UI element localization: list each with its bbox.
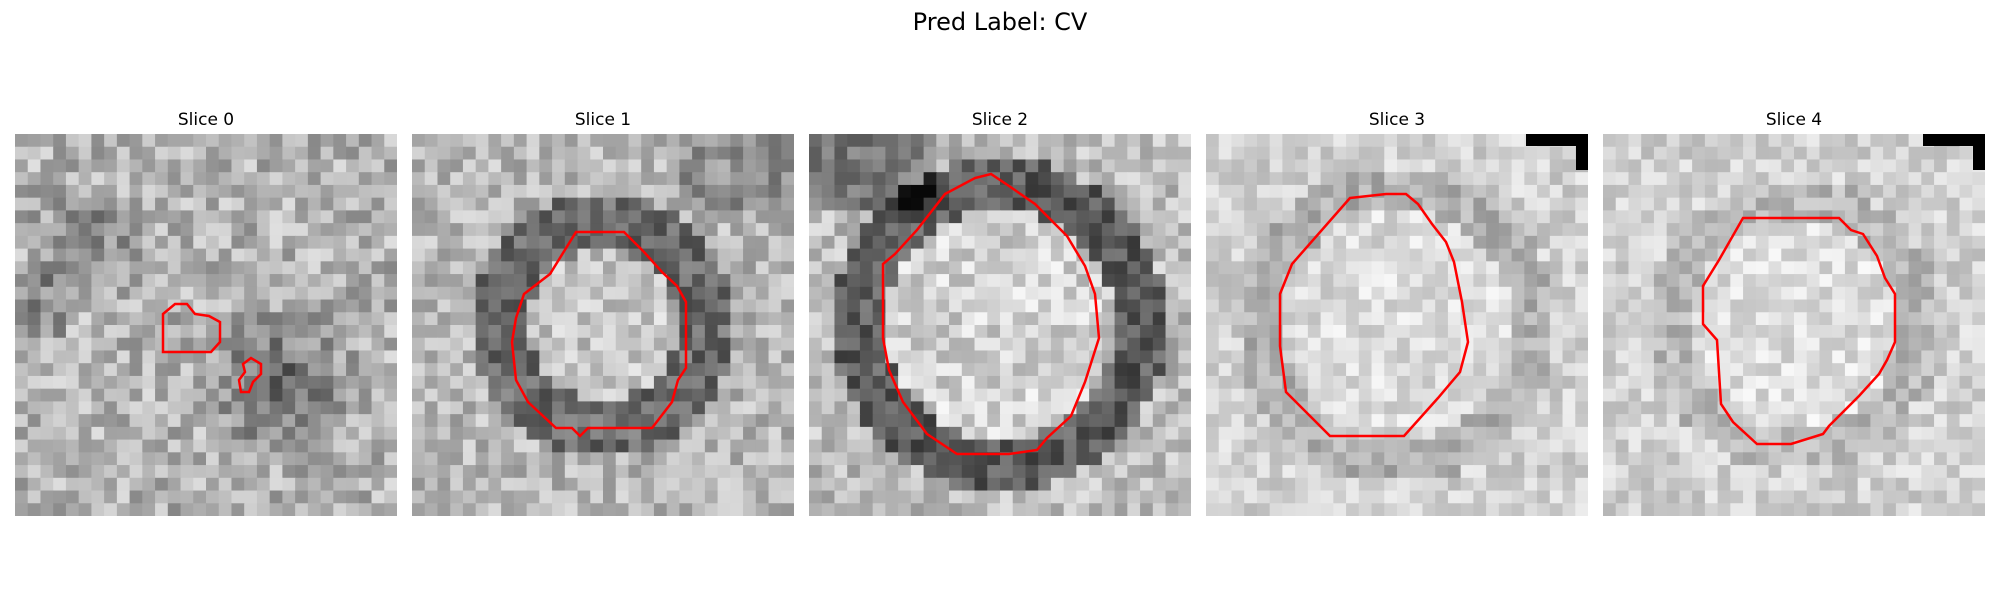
segmentation-contour (1701, 216, 1897, 446)
slice-image-2 (809, 134, 1191, 516)
slice-panel-2: Slice 2 (809, 110, 1191, 516)
slice-title-3: Slice 3 (1368, 110, 1426, 130)
slice-pixels-1 (412, 134, 794, 516)
segmentation-contour (510, 230, 688, 438)
slice-pixels-4 (1603, 134, 1985, 516)
slice-title-2: Slice 2 (971, 110, 1029, 130)
slice-image-4 (1603, 134, 1985, 516)
slice-panel-1: Slice 1 (412, 110, 794, 516)
segmentation-contour (1278, 192, 1470, 438)
slice-title-1: Slice 1 (574, 110, 632, 130)
figure-title: Pred Label: CV (912, 8, 1088, 36)
slice-pixels-3 (1206, 134, 1588, 516)
slice-panel-3: Slice 3 (1206, 110, 1588, 516)
slice-pixels-0 (15, 134, 397, 516)
corner-mark (1923, 134, 1985, 170)
segmentation-contour (161, 302, 222, 354)
slice-title-4: Slice 4 (1765, 110, 1823, 130)
slice-title-0: Slice 0 (177, 110, 235, 130)
slice-panel-4: Slice 4 (1603, 110, 1985, 516)
slice-image-3 (1206, 134, 1588, 516)
slice-image-1 (412, 134, 794, 516)
corner-mark (1526, 134, 1588, 170)
segmentation-contour (881, 172, 1101, 456)
slice-pixels-2 (809, 134, 1191, 516)
slice-image-0 (15, 134, 397, 516)
segmentation-contour (237, 356, 263, 394)
slice-panel-0: Slice 0 (15, 110, 397, 516)
